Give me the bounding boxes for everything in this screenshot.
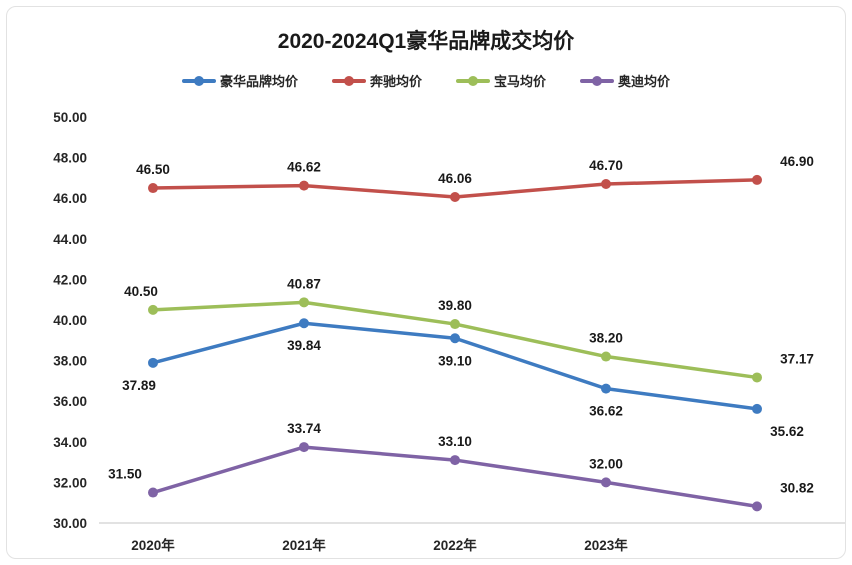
data-point	[752, 403, 762, 414]
legend-label: 宝马均价	[494, 74, 547, 89]
chart-card: 2020-2024Q1豪华品牌成交均价 豪华品牌均价 奔驰均价 宝马均价 奥迪均…	[6, 6, 846, 559]
data-point	[601, 383, 611, 394]
data-label: 31.50	[108, 467, 142, 482]
data-point	[752, 174, 762, 185]
data-label: 39.84	[287, 338, 321, 353]
legend-item-audi-avg: 奥迪均价	[580, 71, 670, 90]
x-tick-label: 2022年	[433, 537, 477, 553]
data-label: 40.50	[124, 284, 158, 299]
data-label: 39.10	[438, 353, 472, 368]
data-point	[450, 191, 460, 202]
legend-label: 奔驰均价	[369, 74, 422, 89]
y-tick-label: 38.00	[53, 354, 87, 369]
data-label: 46.70	[589, 158, 623, 173]
data-label: 32.00	[589, 456, 623, 471]
data-point	[601, 178, 611, 189]
data-label: 37.89	[122, 378, 156, 393]
data-label: 46.62	[287, 160, 321, 175]
data-point	[299, 442, 309, 453]
x-tick-label: 2023年	[584, 537, 628, 553]
data-label: 37.17	[780, 351, 814, 366]
data-point	[601, 351, 611, 362]
chart-legend: 豪华品牌均价 奔驰均价 宝马均价 奥迪均价	[7, 71, 845, 90]
data-point	[752, 501, 762, 512]
data-label: 33.74	[287, 421, 321, 436]
y-tick-label: 34.00	[53, 435, 87, 450]
data-point	[148, 487, 158, 498]
data-label: 39.80	[438, 298, 472, 313]
data-point	[299, 297, 309, 308]
y-tick-label: 48.00	[53, 151, 87, 166]
legend-label: 奥迪均价	[618, 74, 671, 89]
y-tick-label: 36.00	[53, 394, 87, 409]
legend-item-bmw-avg: 宝马均价	[456, 71, 546, 90]
data-label: 36.62	[589, 404, 623, 419]
data-point	[450, 455, 460, 466]
data-label: 46.50	[136, 162, 170, 177]
data-label: 40.87	[287, 276, 321, 291]
data-label: 46.90	[780, 154, 814, 169]
y-tick-label: 40.00	[53, 313, 87, 328]
data-point	[450, 319, 460, 330]
line-chart-plot: 50.00 48.00 46.00 44.00 42.00 40.00 38.00 36.00…	[53, 110, 845, 553]
data-label: 33.10	[438, 434, 472, 449]
line-marker-icon	[331, 75, 366, 86]
y-tick-label: 32.00	[53, 475, 87, 490]
data-point	[148, 357, 158, 368]
x-tick-label: 2021年	[282, 537, 326, 553]
data-point	[601, 477, 611, 488]
data-label: 35.62	[770, 424, 804, 439]
data-label: 38.20	[589, 331, 623, 346]
y-tick-label: 46.00	[53, 191, 87, 206]
line-marker-icon	[181, 75, 216, 86]
data-point	[148, 304, 158, 315]
legend-item-benz-avg: 奔驰均价	[331, 71, 422, 90]
legend-item-luxury-avg: 豪华品牌均价	[181, 71, 298, 90]
data-label: 30.82	[780, 480, 814, 495]
data-point	[299, 318, 309, 329]
y-tick-label: 44.00	[53, 232, 87, 247]
line-marker-icon	[456, 75, 490, 86]
data-point	[752, 372, 762, 383]
x-tick-label: 2020年	[131, 537, 175, 553]
y-tick-label: 50.00	[53, 110, 87, 125]
line-marker-icon	[580, 75, 615, 86]
y-tick-label: 30.00	[53, 516, 87, 531]
y-tick-label: 42.00	[53, 272, 87, 287]
data-point	[450, 333, 460, 344]
chart-title: 2020-2024Q1豪华品牌成交均价	[277, 30, 575, 53]
data-label: 46.06	[438, 171, 472, 186]
data-point	[148, 183, 158, 194]
data-point	[299, 180, 309, 191]
legend-label: 豪华品牌均价	[219, 74, 298, 89]
